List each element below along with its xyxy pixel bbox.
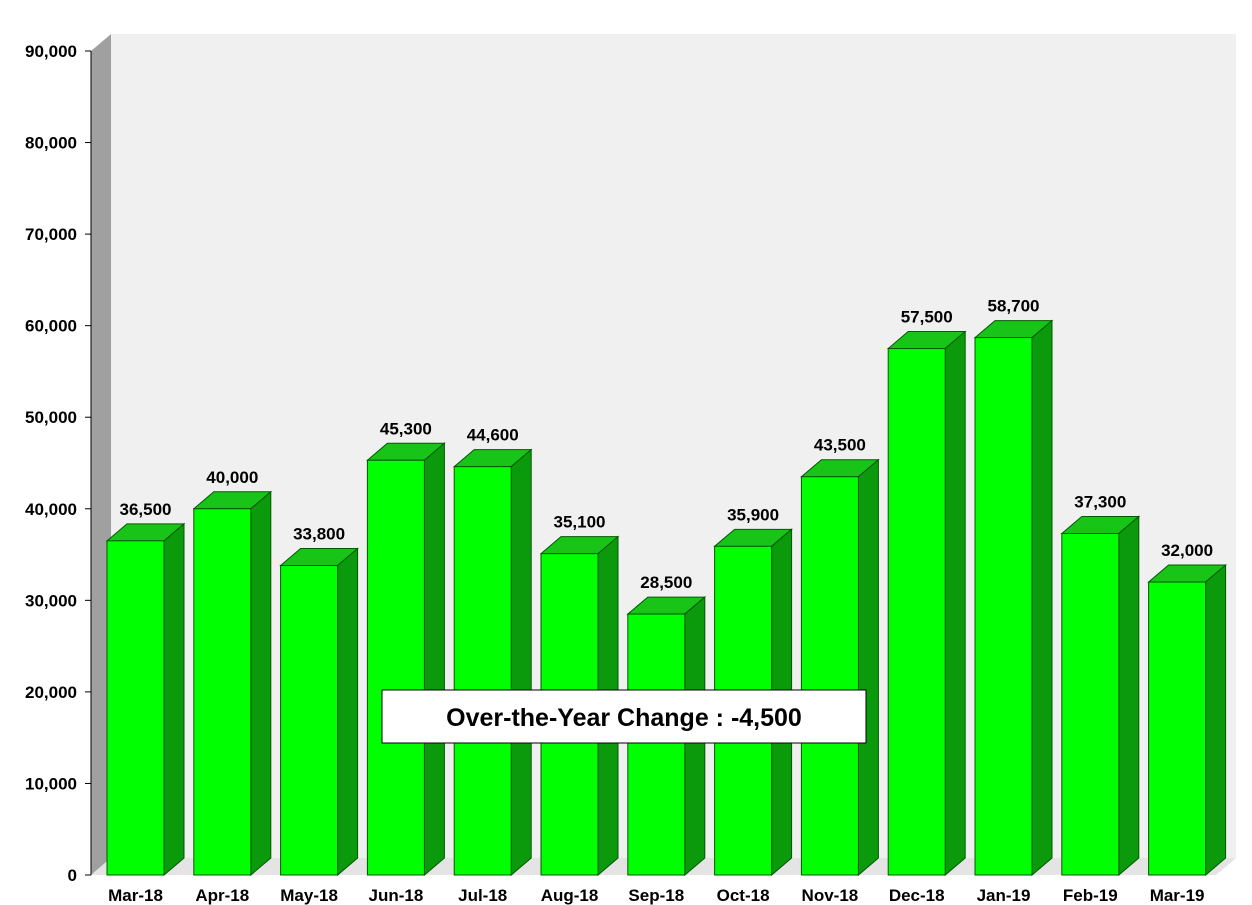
bar-front [280, 565, 339, 876]
bar-front [1148, 581, 1207, 876]
y-tick-label: 80,000 [25, 134, 77, 153]
bar-front [800, 476, 859, 876]
data-label: 40,000 [206, 468, 258, 487]
bar-side [163, 522, 185, 877]
y-tick-label: 10,000 [25, 774, 77, 793]
x-tick-label: Jun-18 [369, 886, 424, 905]
bar-front [193, 508, 252, 876]
bar-side [337, 547, 359, 877]
y-tick-label: 90,000 [25, 42, 77, 61]
bar-front [974, 337, 1033, 876]
data-label: 33,800 [293, 525, 345, 544]
data-label: 43,500 [814, 436, 866, 455]
bar-Apr-18 [192, 490, 273, 877]
x-tick-label: Nov-18 [802, 886, 859, 905]
bar-Jun-18 [366, 442, 446, 877]
x-axis-labels: Mar-18 Apr-18 May-18 Jun-18 Jul-18 Aug-18 Sep-… [108, 886, 1204, 905]
x-tick-label: Feb-19 [1063, 886, 1118, 905]
x-tick-label: Sep-18 [628, 886, 684, 905]
bar-front [887, 348, 946, 876]
data-label: 35,900 [727, 505, 779, 524]
bar-side [1205, 563, 1227, 877]
x-tick-label: Aug-18 [541, 886, 599, 905]
bar-Nov-18 [800, 458, 880, 877]
y-tick-label: 70,000 [25, 225, 77, 244]
data-label: 37,300 [1074, 492, 1126, 511]
data-label: 44,600 [467, 426, 519, 445]
over-the-year-change-annotation: Over-the-Year Change : -4,500 [381, 689, 867, 744]
bar-side [510, 448, 532, 877]
bar-side [1031, 319, 1053, 877]
annotation-box [381, 689, 867, 744]
bar-side [944, 330, 966, 877]
x-tick-label: Mar-19 [1150, 886, 1205, 905]
y-tick-label: 0 [68, 866, 77, 885]
x-tick-label: Apr-18 [195, 886, 249, 905]
x-tick-label: May-18 [280, 886, 338, 905]
bar-side [857, 458, 879, 877]
bar-side [1118, 515, 1140, 877]
chart-left-wall [91, 34, 111, 875]
y-tick-label: 40,000 [25, 500, 77, 519]
x-tick-label: Mar-18 [108, 886, 163, 905]
bar-front [106, 540, 165, 876]
y-tick-label: 60,000 [25, 317, 77, 336]
x-tick-label: Jan-19 [977, 886, 1031, 905]
y-tick-label: 20,000 [25, 683, 77, 702]
x-tick-label: Dec-18 [889, 886, 945, 905]
bar-Jul-18 [452, 448, 533, 877]
data-label: 58,700 [988, 297, 1040, 316]
bar-front [1061, 532, 1120, 876]
data-label: 45,300 [380, 419, 432, 438]
x-tick-label: Oct-18 [717, 886, 770, 905]
bar-Dec-18 [886, 330, 967, 877]
data-label: 28,500 [640, 573, 692, 592]
bar-Jan-19 [973, 319, 1054, 877]
bar-Mar-18 [105, 522, 186, 877]
bar-Mar-19 [1147, 563, 1227, 877]
data-label: 36,500 [120, 500, 172, 519]
y-axis-ticks: 0 10,000 20,000 30,000 40,000 50,000 60,000 70,… [25, 42, 91, 885]
bar-front [627, 613, 686, 876]
data-label: 35,100 [554, 513, 606, 532]
data-label: 57,500 [901, 308, 953, 327]
bar-May-18 [279, 547, 359, 877]
bar-side [423, 442, 445, 877]
y-tick-label: 50,000 [25, 408, 77, 427]
annotation-text: Over-the-Year Change : -4,500 [446, 704, 802, 732]
bar-Feb-19 [1060, 515, 1141, 877]
bar-front [366, 459, 425, 876]
y-tick-label: 30,000 [25, 591, 77, 610]
bar-front [453, 466, 512, 876]
bar-side [250, 490, 272, 877]
data-label: 32,000 [1161, 541, 1213, 560]
x-tick-label: Jul-18 [458, 886, 507, 905]
data-labels-group: 36,500 40,000 33,800 45,300 44,600 35,100 28,5… [120, 297, 1214, 592]
bars-group [105, 319, 1227, 877]
